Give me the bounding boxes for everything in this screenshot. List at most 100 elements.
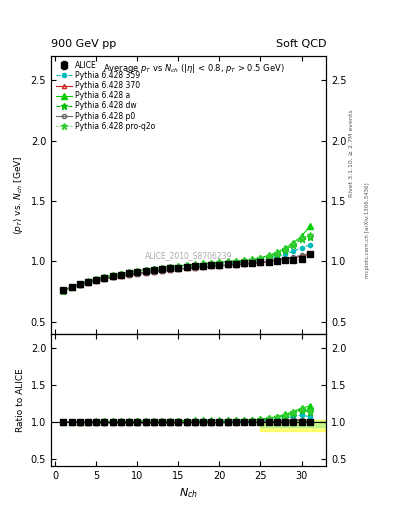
Pythia 6.428 a [250,257,255,263]
Pythia 6.428 370 [291,254,296,261]
Pythia 6.428 359 [94,277,99,283]
Legend: ALICE, Pythia 6.428 359, Pythia 6.428 370, Pythia 6.428 a, Pythia 6.428 dw, Pyth: ALICE, Pythia 6.428 359, Pythia 6.428 37… [55,60,156,132]
Pythia 6.428 370 [151,269,156,275]
Pythia 6.428 a [127,269,132,275]
Pythia 6.428 370 [209,263,213,269]
Pythia 6.428 a [69,284,74,290]
Pythia 6.428 dw [193,262,197,268]
Pythia 6.428 pro-q2o [242,258,246,264]
Pythia 6.428 370 [168,267,173,273]
Pythia 6.428 359 [299,245,304,251]
Line: Pythia 6.428 370: Pythia 6.428 370 [61,252,312,293]
Pythia 6.428 370 [217,263,222,269]
Pythia 6.428 a [110,272,115,278]
Pythia 6.428 p0 [258,259,263,265]
Pythia 6.428 370 [176,266,181,272]
Pythia 6.428 359 [69,284,74,290]
Text: Rivet 3.1.10, ≥ 2.7M events: Rivet 3.1.10, ≥ 2.7M events [349,110,354,198]
Pythia 6.428 359 [77,282,82,288]
Pythia 6.428 a [94,276,99,282]
Text: ALICE_2010_S8706239: ALICE_2010_S8706239 [145,251,232,261]
Pythia 6.428 dw [233,259,238,265]
Text: Average $p_T$ vs $N_{ch}$ ($|\eta|$ < 0.8, $p_T$ > 0.5 GeV): Average $p_T$ vs $N_{ch}$ ($|\eta|$ < 0.… [103,62,285,75]
Pythia 6.428 dw [143,267,148,273]
Pythia 6.428 dw [225,259,230,265]
Pythia 6.428 pro-q2o [86,278,90,284]
Pythia 6.428 p0 [94,278,99,284]
Pythia 6.428 pro-q2o [151,266,156,272]
Y-axis label: Ratio to ALICE: Ratio to ALICE [16,368,25,432]
Pythia 6.428 pro-q2o [160,265,164,271]
Pythia 6.428 pro-q2o [77,281,82,287]
Pythia 6.428 pro-q2o [283,246,288,252]
Pythia 6.428 dw [127,270,132,276]
Pythia 6.428 p0 [283,255,288,262]
Pythia 6.428 a [160,265,164,271]
Pythia 6.428 dw [250,257,255,263]
Pythia 6.428 pro-q2o [102,274,107,280]
Pythia 6.428 a [168,264,173,270]
Pythia 6.428 359 [250,259,255,265]
Pythia 6.428 a [299,233,304,239]
Pythia 6.428 370 [119,273,123,279]
Line: Pythia 6.428 p0: Pythia 6.428 p0 [61,251,312,293]
Pythia 6.428 370 [233,262,238,268]
Pythia 6.428 pro-q2o [135,268,140,274]
Pythia 6.428 359 [61,288,66,294]
Pythia 6.428 370 [160,268,164,274]
Pythia 6.428 370 [250,261,255,267]
Pythia 6.428 p0 [242,261,246,267]
Pythia 6.428 pro-q2o [266,253,271,259]
Pythia 6.428 370 [242,261,246,267]
Pythia 6.428 pro-q2o [127,269,132,275]
Pythia 6.428 p0 [160,268,164,274]
Pythia 6.428 a [258,254,263,261]
Pythia 6.428 p0 [184,265,189,271]
Pythia 6.428 a [283,245,288,251]
Pythia 6.428 p0 [291,254,296,260]
Pythia 6.428 370 [102,276,107,282]
Pythia 6.428 359 [135,270,140,276]
Pythia 6.428 370 [225,262,230,268]
Pythia 6.428 a [266,252,271,259]
Pythia 6.428 p0 [250,260,255,266]
Pythia 6.428 a [61,287,66,293]
Pythia 6.428 a [77,281,82,287]
Pythia 6.428 359 [242,259,246,265]
Line: Pythia 6.428 a: Pythia 6.428 a [61,224,312,293]
Pythia 6.428 370 [61,288,66,294]
Pythia 6.428 a [209,260,213,266]
Text: Soft QCD: Soft QCD [276,38,326,49]
Pythia 6.428 pro-q2o [291,241,296,247]
Pythia 6.428 p0 [77,282,82,288]
Pythia 6.428 370 [110,274,115,281]
Pythia 6.428 370 [135,271,140,277]
Pythia 6.428 pro-q2o [119,271,123,277]
Pythia 6.428 pro-q2o [275,250,279,256]
Pythia 6.428 dw [110,272,115,279]
Pythia 6.428 359 [209,262,213,268]
Pythia 6.428 dw [209,261,213,267]
Pythia 6.428 359 [217,261,222,267]
Pythia 6.428 370 [283,256,288,262]
Pythia 6.428 359 [275,253,279,260]
Pythia 6.428 p0 [307,250,312,257]
Pythia 6.428 359 [110,274,115,280]
Pythia 6.428 a [307,223,312,229]
Pythia 6.428 a [193,261,197,267]
Pythia 6.428 370 [184,265,189,271]
Pythia 6.428 370 [94,278,99,284]
Pythia 6.428 359 [151,268,156,274]
Pythia 6.428 dw [201,261,206,267]
Pythia 6.428 pro-q2o [258,255,263,261]
Pythia 6.428 359 [102,275,107,282]
Pythia 6.428 dw [135,268,140,274]
Pythia 6.428 p0 [217,263,222,269]
Pythia 6.428 dw [69,284,74,290]
Pythia 6.428 pro-q2o [94,276,99,282]
Pythia 6.428 p0 [102,276,107,282]
Pythia 6.428 pro-q2o [233,258,238,264]
Pythia 6.428 p0 [233,262,238,268]
Pythia 6.428 p0 [193,265,197,271]
Pythia 6.428 p0 [69,284,74,290]
